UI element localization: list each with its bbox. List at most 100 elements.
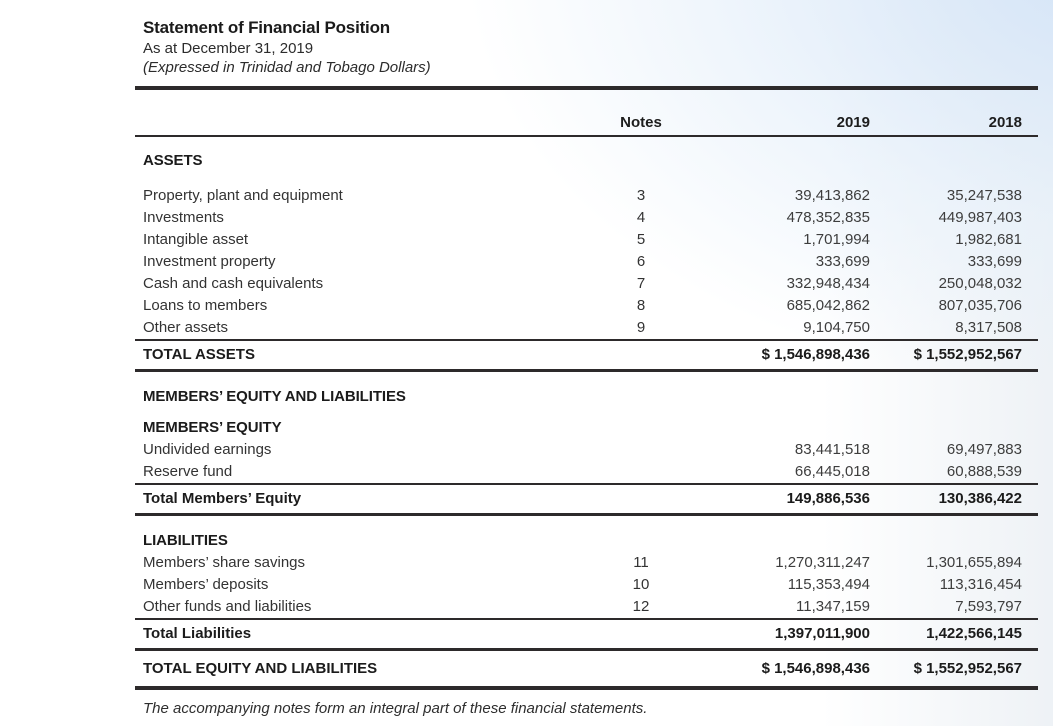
total-value-2019: 149,886,536 [786,490,870,507]
assets-total-divider [135,339,1038,341]
total-value-2018: 130,386,422 [938,490,1022,507]
total-members-equity-row: Total Members’ Equity 149,886,536 130,38… [135,485,1038,513]
table-row: Other assets 9 9,104,750 8,317,508 [135,317,1038,339]
total-label: Total Members’ Equity [143,490,302,507]
row-value-2018: 69,497,883 [946,441,1022,458]
total-value-2019: 1,397,011,900 [774,625,870,642]
row-value-2018: 1,982,681 [955,231,1022,248]
statement-bottom-rule [135,686,1038,690]
total-members-equity-underline [135,513,1038,516]
section-heading-liabilities: LIABILITIES [143,532,228,549]
row-label: Investment property [143,253,276,270]
column-header-notes: Notes [620,114,662,131]
table-row: Loans to members 8 685,042,862 807,035,7… [135,295,1038,317]
row-note: 6 [636,253,646,270]
row-note [596,439,686,461]
row-note: 4 [636,209,646,226]
table-row: Other funds and liabilities 12 11,347,15… [135,596,1038,618]
row-label: Intangible asset [143,231,249,248]
row-value-2019: 66,445,018 [794,463,870,480]
row-value-2018: 333,699 [967,253,1022,270]
page-title: Statement of Financial Position [143,18,390,37]
footer-note: The accompanying notes form an integral … [143,700,648,717]
row-label: Other funds and liabilities [143,598,312,615]
table-row: Cash and cash equivalents 7 332,948,434 … [135,273,1038,295]
total-equity-liabilities-row: TOTAL EQUITY AND LIABILITIES $ 1,546,898… [135,651,1038,686]
row-value-2019: 685,042,862 [786,297,870,314]
liabilities-total-divider [135,618,1038,620]
total-label: Total Liabilities [143,625,252,642]
table-row: Reserve fund 66,445,018 60,888,539 [135,461,1038,483]
section-heading-assets: ASSETS [143,152,203,169]
total-value-2018: 1,422,566,145 [926,625,1022,642]
row-value-2019: 39,413,862 [794,187,870,204]
liabilities-rows: Members’ share savings 11 1,270,311,247 … [135,552,1038,618]
row-note: 3 [636,187,646,204]
row-label: Members’ share savings [143,554,306,571]
table-row: Members’ deposits 10 115,353,494 113,316… [135,574,1038,596]
column-header-2019: 2019 [836,114,870,131]
row-value-2019: 11,347,159 [796,598,870,615]
row-value-2019: 1,270,311,247 [775,554,870,571]
row-value-2018: 250,048,032 [938,275,1022,292]
total-liabilities-row: Total Liabilities 1,397,011,900 1,422,56… [135,620,1038,648]
row-value-2019: 115,353,494 [787,576,870,593]
members-equity-total-divider [135,483,1038,485]
assets-rows: Property, plant and equipment 3 39,413,8… [135,185,1038,339]
column-header-2018: 2018 [988,114,1022,131]
row-note: 10 [632,576,650,593]
total-label: TOTAL EQUITY AND LIABILITIES [143,660,378,677]
members-equity-rows: Undivided earnings 83,441,518 69,497,883… [135,439,1038,483]
row-label: Investments [143,209,224,226]
statement-page: Statement of Financial Position As at De… [135,0,1038,718]
total-assets-row: TOTAL ASSETS $ 1,546,898,436 $ 1,552,952… [135,341,1038,369]
row-value-2018: 8,317,508 [955,319,1022,336]
row-value-2019: 332,948,434 [786,275,870,292]
total-value-2019: $ 1,546,898,436 [761,660,870,677]
total-liabilities-underline [135,648,1038,651]
row-label: Other assets [143,319,229,336]
total-value-2018: $ 1,552,952,567 [913,660,1022,677]
column-header-row: Notes 2019 2018 [135,90,1038,135]
row-note: 12 [632,598,650,615]
section-heading-equity-liabilities: MEMBERS’ EQUITY AND LIABILITIES [143,388,406,405]
row-label: Undivided earnings [143,441,272,458]
table-row: Intangible asset 5 1,701,994 1,982,681 [135,229,1038,251]
total-value-2018: $ 1,552,952,567 [913,346,1022,363]
row-value-2018: 113,316,454 [939,576,1022,593]
row-note: 7 [636,275,646,292]
row-label: Property, plant and equipment [143,187,343,204]
row-value-2019: 333,699 [815,253,870,270]
row-value-2019: 478,352,835 [786,209,870,226]
total-assets-underline [135,369,1038,372]
table-row: Members’ share savings 11 1,270,311,247 … [135,552,1038,574]
row-note: 5 [636,231,646,248]
row-label: Members’ deposits [143,576,269,593]
header-divider [135,86,1038,90]
row-note: 8 [636,297,646,314]
row-value-2019: 1,701,994 [803,231,870,248]
total-label: TOTAL ASSETS [143,346,255,363]
row-value-2018: 35,247,538 [946,187,1022,204]
table-row: Investment property 6 333,699 333,699 [135,251,1038,273]
row-value-2018: 60,888,539 [946,463,1022,480]
row-note: 11 [633,554,649,571]
row-value-2018: 807,035,706 [938,297,1022,314]
section-heading-members-equity: MEMBERS’ EQUITY [143,419,282,436]
row-value-2018: 1,301,655,894 [926,554,1022,571]
column-header-spacer [135,112,596,134]
table-row: Undivided earnings 83,441,518 69,497,883 [135,439,1038,461]
column-header-divider [135,135,1038,137]
currency-note: (Expressed in Trinidad and Tobago Dollar… [143,59,431,76]
total-value-2019: $ 1,546,898,436 [761,346,870,363]
row-value-2019: 9,104,750 [803,319,870,336]
table-row: Investments 4 478,352,835 449,987,403 [135,207,1038,229]
row-value-2018: 7,593,797 [955,598,1022,615]
document-header: Statement of Financial Position As at De… [135,0,1038,86]
row-note: 9 [636,319,646,336]
row-note [596,461,686,483]
row-value-2019: 83,441,518 [794,441,870,458]
table-row: Property, plant and equipment 3 39,413,8… [135,185,1038,207]
row-label: Reserve fund [143,463,233,480]
row-value-2018: 449,987,403 [938,209,1022,226]
